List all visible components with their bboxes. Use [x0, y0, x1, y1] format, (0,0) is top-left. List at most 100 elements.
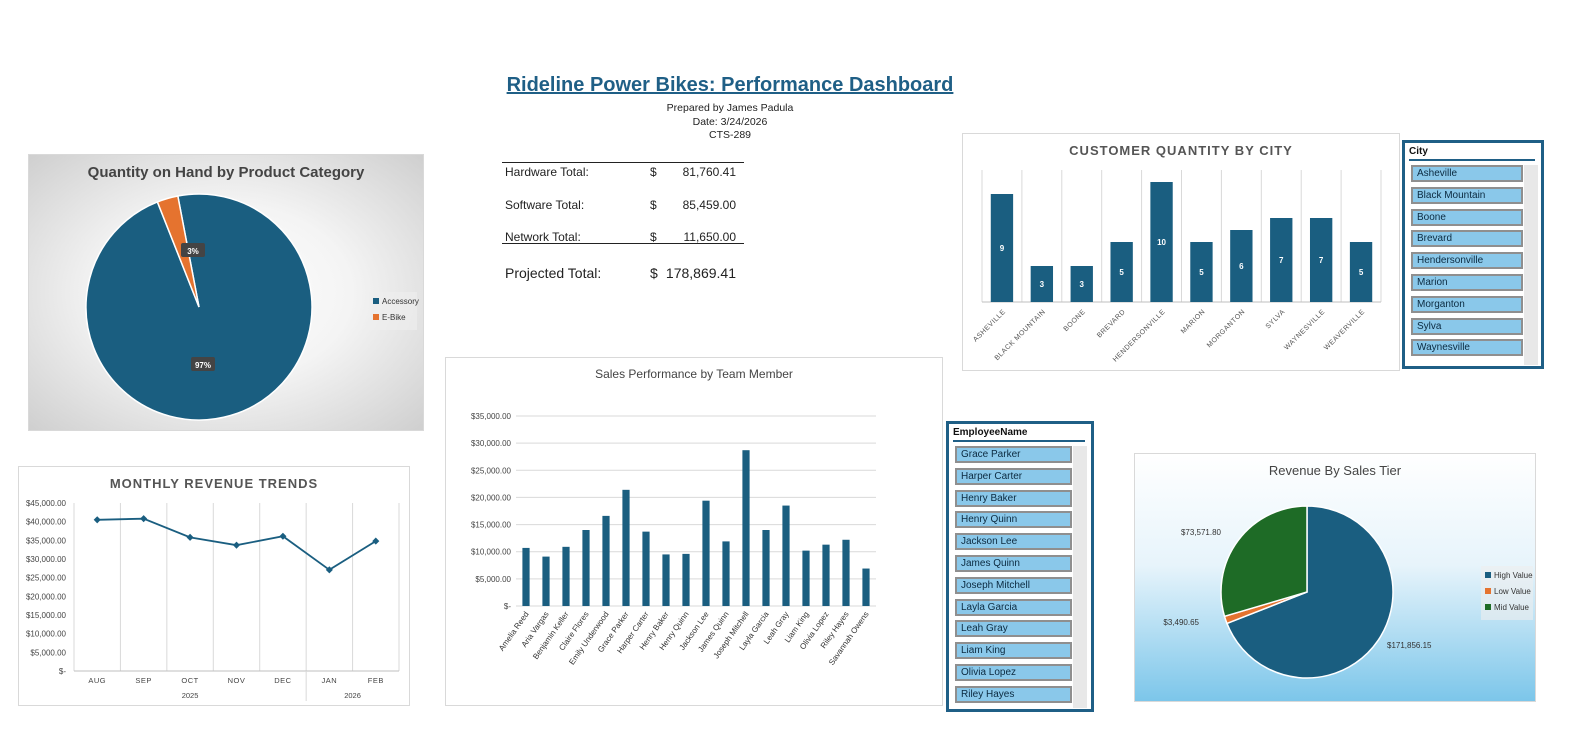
sales-chart[interactable]: Sales Performance by Team Member $- $5,00…	[445, 357, 943, 706]
date-text: Date: 3/24/2026	[692, 116, 768, 128]
legend-swatch-accessory	[373, 298, 379, 304]
employee-slicer-scrollbar[interactable]	[1073, 446, 1087, 708]
city-slicer-item-asheville[interactable]: Asheville	[1411, 165, 1523, 182]
employee-slicer[interactable]: EmployeeName Grace Parker Harper Carter He…	[946, 421, 1094, 712]
hardware-total-currency: $	[650, 165, 657, 179]
legend-swatch-low-value	[1485, 588, 1491, 594]
sales-ytick: $35,000.00	[471, 412, 512, 421]
sales-ytick: $5,000.00	[475, 575, 511, 584]
sales-bar-henry-quinn	[682, 553, 690, 606]
legend-swatch-mid-value	[1485, 604, 1491, 610]
monthly-chart[interactable]: MONTHLY REVENUE TRENDS $- $5,000.00 $10,00…	[18, 466, 410, 706]
monthly-point-jan	[325, 566, 333, 574]
legend-swatch-e-bike	[373, 314, 379, 320]
monthly-ytick: $10,000.00	[26, 630, 67, 639]
city-slicer-divider	[1409, 159, 1535, 161]
data-label-bg-accessory	[191, 357, 215, 371]
hardware-total-row: Hardware Total: $ 81,760.41	[502, 162, 744, 182]
legend-label-e-bike: E-Bike	[382, 313, 406, 322]
monthly-xtick-dec: DEC	[274, 676, 291, 685]
employee-slicer-item-grace-parker[interactable]: Grace Parker	[955, 446, 1072, 463]
sales-bar-layla-garcia	[762, 530, 770, 606]
city-bar-label-waynesville: 7	[1319, 256, 1324, 265]
legend-label-mid-value: Mid Value	[1494, 603, 1530, 612]
monthly-line-svg: $- $5,000.00 $10,000.00 $15,000.00 $20,000.0…	[26, 499, 400, 701]
network-total-amount: 11,650.00	[683, 230, 737, 244]
pie-slice-high-value	[1225, 505, 1394, 679]
city-slicer-item-morganton[interactable]: Morganton	[1411, 295, 1523, 313]
sales-bar-grace-parker	[622, 489, 630, 606]
city-bar-boone	[1070, 266, 1093, 302]
sales-ytick: $-	[504, 602, 511, 611]
city-tick-morganton: MORGANTON	[1206, 308, 1247, 349]
qoh-chart[interactable]: Quantity on Hand by Product Category 97%…	[28, 154, 424, 431]
sales-bar-svg: $- $5,000.00 $10,000.00 $15,000.00 $20,000.0…	[471, 412, 876, 667]
employee-slicer-item-liam-king[interactable]: Liam King	[955, 642, 1072, 660]
data-label-low-value: $3,490.65	[1163, 618, 1199, 627]
monthly-xtick-sep: SEP	[135, 676, 152, 685]
city-chart[interactable]: CUSTOMER QUANTITY BY CITY 9 ASHEVILLE 3 BLA…	[962, 133, 1400, 371]
legend-label-high-value: High Value	[1494, 571, 1533, 580]
monthly-point-oct	[186, 533, 194, 541]
sales-bar-joseph-mitchell	[742, 450, 750, 606]
city-slicer-item-marion[interactable]: Marion	[1411, 274, 1523, 291]
monthly-ytick: $45,000.00	[26, 499, 67, 508]
monthly-xtick-aug: AUG	[88, 676, 106, 685]
city-slicer-item-boone[interactable]: Boone	[1411, 208, 1523, 226]
city-bar-marion	[1190, 242, 1213, 302]
employee-slicer-item-jackson-lee[interactable]: Jackson Lee	[955, 533, 1072, 551]
data-label-bg-e-bike	[181, 243, 205, 257]
city-bar-brevard	[1110, 242, 1133, 302]
city-slicer-item-black-mountain[interactable]: Black Mountain	[1411, 186, 1523, 204]
pie-slice-mid-value	[1220, 505, 1308, 618]
employee-slicer-item-harper-carter[interactable]: Harper Carter	[955, 467, 1072, 485]
monthly-ytick: $25,000.00	[26, 574, 67, 583]
sales-bar-riley-hayes	[842, 539, 850, 606]
monthly-chart-title: MONTHLY REVENUE TRENDS	[109, 476, 319, 491]
city-slicer-item-sylva[interactable]: Sylva	[1411, 317, 1523, 335]
city-slicer-item-brevard[interactable]: Brevard	[1411, 230, 1523, 248]
sales-ytick: $20,000.00	[471, 493, 512, 502]
employee-slicer-item-james-quinn[interactable]: James Quinn	[955, 555, 1072, 572]
tier-chart[interactable]: Revenue By Sales Tier $171,856.15 $3,490.…	[1134, 453, 1536, 702]
city-bar-label-marion: 5	[1199, 268, 1204, 277]
monthly-ytick: $15,000.00	[26, 611, 67, 620]
city-slicer-item-hendersonville[interactable]: Hendersonville	[1411, 252, 1523, 270]
city-slicer-item-waynesville[interactable]: Waynesville	[1411, 339, 1523, 357]
city-tick-marion: MARION	[1180, 308, 1207, 335]
sales-bar-james-quinn	[722, 541, 730, 606]
sales-ytick: $15,000.00	[471, 521, 512, 530]
employee-slicer-item-olivia-lopez[interactable]: Olivia Lopez	[955, 664, 1072, 681]
sales-bar-liam-king	[802, 550, 810, 606]
city-slicer-header: City	[1409, 146, 1428, 157]
city-tick-sylva: SYLVA	[1265, 308, 1287, 330]
employee-slicer-item-layla-garcia[interactable]: Layla Garcia	[955, 598, 1072, 616]
monthly-group-label-2026: 2026	[344, 691, 361, 700]
employee-slicer-item-leah-gray[interactable]: Leah Gray	[955, 620, 1072, 638]
monthly-ytick: $5,000.00	[30, 648, 66, 657]
network-total-label: Network Total:	[505, 230, 581, 244]
qoh-pie-svg: 97% 3% Accessory E-Bike	[85, 193, 419, 421]
employee-slicer-item-henry-baker[interactable]: Henry Baker	[955, 489, 1072, 507]
sales-bar-aria-vargas	[542, 556, 550, 606]
sales-bar-claire-flores	[582, 530, 590, 606]
hardware-total-label: Hardware Total:	[505, 165, 589, 179]
totals-top-border	[502, 162, 744, 163]
sales-ytick: $10,000.00	[471, 548, 512, 557]
sales-chart-title: Sales Performance by Team Member	[595, 367, 793, 381]
employee-slicer-item-henry-quinn[interactable]: Henry Quinn	[955, 511, 1072, 529]
employee-slicer-item-joseph-mitchell[interactable]: Joseph Mitchell	[955, 576, 1072, 594]
monthly-point-aug	[93, 516, 101, 524]
monthly-point-dec	[279, 532, 287, 540]
city-slicer[interactable]: City Asheville Black Mountain Boone Brevard…	[1402, 140, 1544, 369]
course-code-text: CTS-289	[708, 129, 751, 141]
monthly-xtick-nov: NOV	[228, 676, 246, 685]
city-slicer-scrollbar[interactable]	[1524, 165, 1538, 365]
monthly-ytick: $40,000.00	[26, 518, 67, 527]
sales-bar-benjamin-keller	[562, 546, 570, 606]
hardware-total-amount: 81,760.41	[682, 165, 736, 179]
employee-slicer-item-riley-hayes[interactable]: Riley Hayes	[955, 685, 1072, 703]
monthly-xtick-jan: JAN	[322, 676, 338, 685]
city-bar-hendersonville	[1150, 182, 1173, 302]
